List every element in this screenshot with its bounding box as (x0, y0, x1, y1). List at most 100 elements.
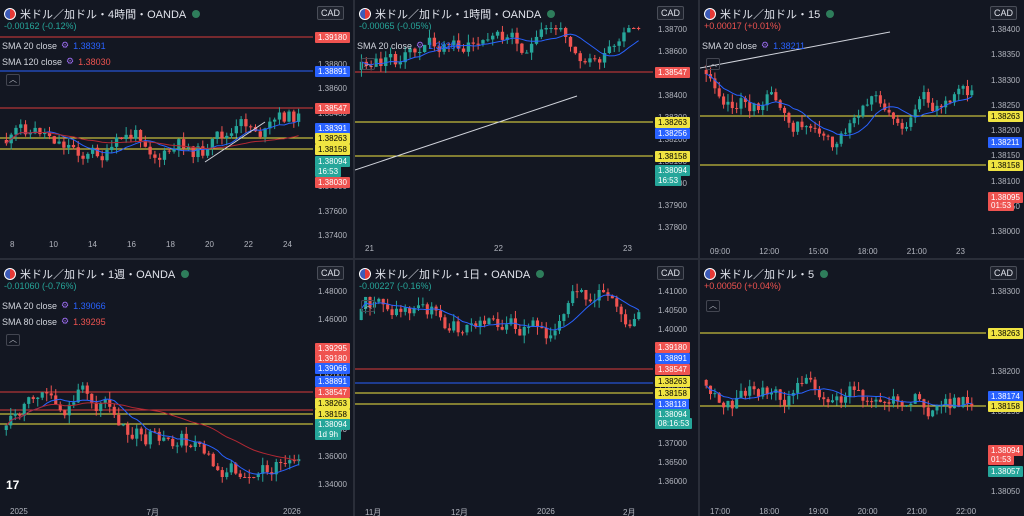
candle (900, 122, 904, 129)
candle (935, 105, 939, 112)
candle (835, 396, 839, 401)
candle (49, 393, 53, 396)
candle (421, 304, 425, 306)
candle (944, 100, 948, 108)
collapse-legend-button[interactable]: ︿ (6, 334, 20, 346)
collapse-legend-button[interactable]: ︿ (361, 58, 375, 70)
candle (377, 298, 381, 302)
currency-select[interactable]: CAD (317, 6, 345, 20)
x-axis-tick: 18:00 (759, 507, 780, 516)
x-axis-tick: 20:00 (857, 507, 878, 516)
indicator-legend[interactable]: SMA 80 close ⚙ 1.39295 (2, 316, 106, 327)
candle (568, 36, 573, 47)
candle (253, 126, 258, 132)
candle (198, 441, 202, 445)
candle (632, 28, 636, 29)
y-axis-tick: 1.36000 (658, 477, 687, 486)
chart-title[interactable]: 米ドル／加ドル・1日・OANDA (359, 266, 545, 282)
currency-select[interactable]: CAD (990, 6, 1018, 20)
candle (130, 434, 134, 439)
collapse-legend-button[interactable]: ︿ (361, 300, 375, 312)
candlestick-chart[interactable] (700, 260, 1024, 516)
candle (368, 296, 372, 308)
y-axis-tick: 1.36500 (658, 458, 687, 467)
candle (571, 291, 575, 304)
collapse-legend-button[interactable]: ︿ (706, 300, 720, 312)
sma-long-line (6, 131, 299, 149)
indicator-settings-icon[interactable]: ⚙ (66, 56, 75, 66)
candle (283, 463, 287, 465)
currency-select[interactable]: CAD (317, 266, 345, 280)
chart-pane-1d[interactable]: 米ドル／加ドル・1日・OANDA -0.00227 (-0.16%) ︿ CAD 1.4… (355, 260, 698, 516)
candle (418, 52, 422, 54)
candle (234, 126, 239, 134)
candle (769, 92, 774, 95)
chart-pane-5m[interactable]: 米ドル／加ドル・5 +0.00050 (+0.04%) ︿ CAD 1.38300 1.3… (700, 260, 1024, 516)
currency-select[interactable]: CAD (990, 266, 1018, 280)
indicator-legend[interactable]: SMA 20 close ⚙ 1.39066 (2, 300, 106, 311)
candle (447, 328, 451, 331)
candle (225, 135, 229, 139)
price-tag: 1.38263 (988, 328, 1023, 339)
chart-pane-1w[interactable]: 米ドル／加ドル・1週・OANDA -0.01060 (-0.76%) SMA 20 … (0, 260, 353, 516)
chart-title[interactable]: 米ドル／加ドル・1週・OANDA (4, 266, 190, 282)
y-axis-tick: 1.48000 (318, 287, 347, 296)
candle (447, 44, 451, 46)
chart-title[interactable]: 米ドル／加ドル・15 (704, 6, 835, 22)
indicator-legend[interactable]: SMA 20 close ⚙ 1.38211 (702, 40, 805, 51)
sma-long-line (5, 402, 299, 461)
candlestick-chart[interactable] (355, 0, 698, 258)
price-tag: 1.38158 (988, 401, 1023, 412)
chart-title[interactable]: 米ドル／加ドル・5 (704, 266, 829, 282)
candle (220, 131, 224, 139)
candle (573, 46, 578, 54)
chart-pane-1h[interactable]: 米ドル／加ドル・1時間・OANDA -0.00065 (-0.05%) SMA 20… (355, 0, 698, 258)
market-status-icon (547, 10, 556, 18)
candle (717, 393, 721, 403)
y-axis-tick: 1.38300 (991, 75, 1020, 85)
candle (752, 386, 756, 390)
candle (791, 392, 795, 396)
candlestick-chart[interactable] (0, 260, 353, 516)
indicator-legend[interactable]: SMA 120 close ⚙ 1.38030 (2, 56, 111, 67)
pane-divider[interactable] (0, 258, 1024, 260)
candle (292, 111, 296, 122)
candle (722, 96, 726, 105)
tradingview-logo[interactable]: 17 (6, 478, 20, 492)
price-tag: 1.38263 (988, 111, 1023, 122)
price-tag: 1.39180 (315, 32, 350, 43)
currency-select[interactable]: CAD (657, 6, 685, 20)
candle (491, 35, 495, 40)
indicator-legend[interactable]: SMA 20 close ⚙ 1.38256 (357, 40, 461, 51)
indicator-settings-icon[interactable]: ⚙ (61, 40, 70, 50)
candle (265, 465, 269, 473)
candle (181, 139, 186, 149)
candle (19, 124, 23, 128)
indicator-settings-icon[interactable]: ⚙ (61, 300, 70, 310)
candle (913, 394, 917, 404)
candle (852, 117, 856, 124)
price-tag: 1.39295 (315, 343, 350, 354)
candle (970, 403, 974, 407)
candle (597, 59, 602, 63)
collapse-legend-button[interactable]: ︿ (6, 74, 20, 86)
candle (148, 146, 152, 155)
candlestick-chart[interactable] (0, 0, 353, 258)
candlestick-chart[interactable] (700, 0, 1024, 258)
chart-title[interactable]: 米ドル／加ドル・1時間・OANDA (359, 6, 556, 22)
chart-pane-15m[interactable]: 米ドル／加ドル・15 +0.00017 (+0.01%) SMA 20 close ⚙… (700, 0, 1024, 258)
candle (394, 308, 398, 316)
indicator-settings-icon[interactable]: ⚙ (416, 40, 425, 50)
currency-select[interactable]: CAD (657, 266, 685, 280)
indicator-settings-icon[interactable]: ⚙ (61, 316, 70, 326)
collapse-legend-button[interactable]: ︿ (706, 58, 720, 70)
indicator-legend[interactable]: SMA 20 close ⚙ 1.38391 (2, 40, 106, 51)
candle (505, 324, 509, 330)
candle (196, 146, 200, 158)
indicator-settings-icon[interactable]: ⚙ (761, 40, 770, 50)
symbol-title: 米ドル／加ドル・4時間・OANDA (20, 9, 187, 21)
candlestick-chart[interactable] (355, 260, 698, 516)
price-tag: 1.38547 (655, 364, 690, 375)
chart-title[interactable]: 米ドル／加ドル・4時間・OANDA (4, 6, 201, 22)
chart-pane-4h[interactable]: 米ドル／加ドル・4時間・OANDA -0.00162 (-0.12%) SMA 20… (0, 0, 353, 258)
